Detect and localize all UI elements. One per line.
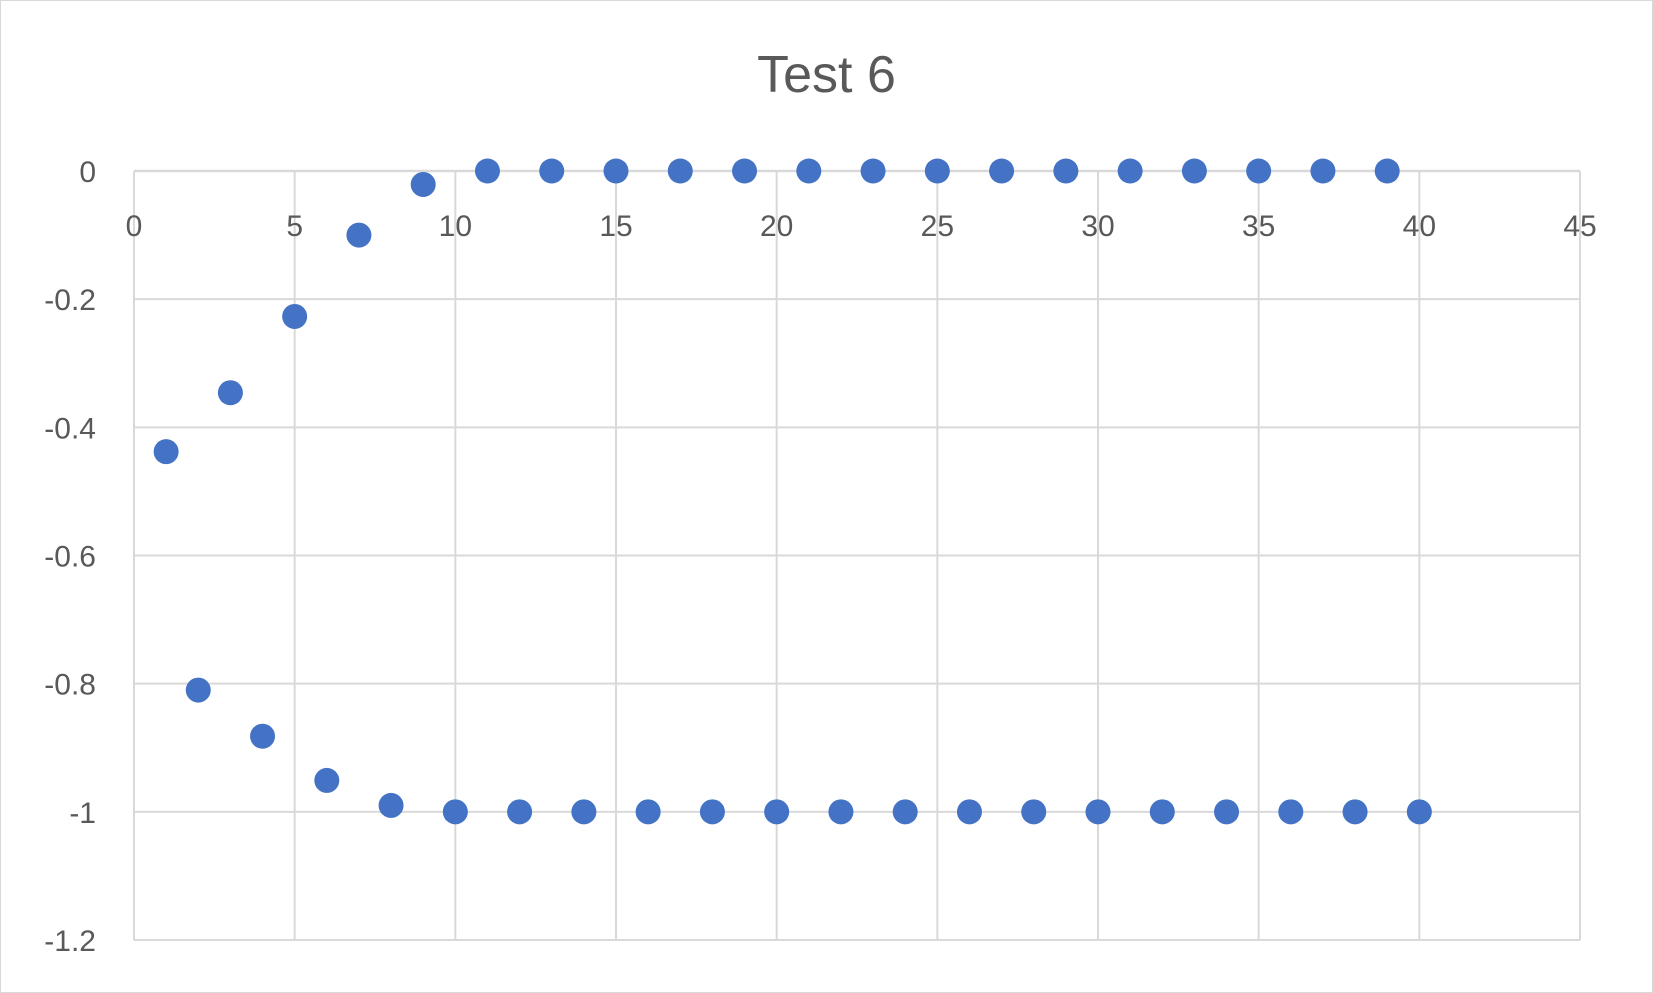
data-point [603, 158, 629, 184]
data-point [1246, 158, 1272, 184]
data-point [507, 799, 533, 825]
data-point [1117, 158, 1143, 184]
data-point [732, 158, 758, 184]
x-tick-label: 0 [126, 210, 143, 243]
data-point [828, 799, 854, 825]
data-point [153, 439, 179, 465]
data-point [796, 158, 822, 184]
x-tick-label: 15 [599, 210, 632, 243]
data-point [860, 158, 886, 184]
data-point [1406, 799, 1432, 825]
data-point [185, 677, 211, 703]
y-tick-label: -0.6 [44, 541, 96, 574]
data-point [442, 799, 468, 825]
data-point [1181, 158, 1207, 184]
data-point [1310, 158, 1336, 184]
data-point [378, 792, 404, 818]
x-tick-label: 35 [1242, 210, 1275, 243]
data-point [635, 799, 661, 825]
data-point [1021, 799, 1047, 825]
y-tick-label: -1.2 [44, 925, 96, 958]
data-point [956, 799, 982, 825]
data-point [924, 158, 950, 184]
x-tick-label: 20 [760, 210, 793, 243]
data-point [699, 799, 725, 825]
y-tick-label: -0.2 [44, 284, 96, 317]
data-point [764, 799, 790, 825]
data-point [571, 799, 597, 825]
data-point [1085, 799, 1111, 825]
data-point [892, 799, 918, 825]
data-point [474, 158, 500, 184]
y-tick-label: -0.8 [44, 669, 96, 702]
data-point [217, 380, 243, 406]
data-point [667, 158, 693, 184]
data-point [1053, 158, 1079, 184]
x-tick-label: 5 [286, 210, 303, 243]
data-point [1374, 158, 1400, 184]
data-point [1342, 799, 1368, 825]
data-point [1278, 799, 1304, 825]
data-point [1149, 799, 1175, 825]
data-point [539, 158, 565, 184]
x-tick-label: 30 [1081, 210, 1114, 243]
y-tick-label: -0.4 [44, 412, 96, 445]
data-point [989, 158, 1015, 184]
y-tick-label: -1 [69, 797, 96, 830]
x-tick-label: 10 [439, 210, 472, 243]
data-point [314, 767, 340, 793]
data-point [1214, 799, 1240, 825]
x-tick-label: 25 [921, 210, 954, 243]
data-point [282, 303, 308, 329]
data-point [346, 222, 372, 248]
x-tick-label: 45 [1563, 210, 1596, 243]
chart-title: Test 6 [757, 46, 896, 104]
data-point [410, 171, 436, 197]
x-tick-label: 40 [1403, 210, 1436, 243]
y-tick-label: 0 [79, 156, 96, 189]
data-point [250, 723, 276, 749]
